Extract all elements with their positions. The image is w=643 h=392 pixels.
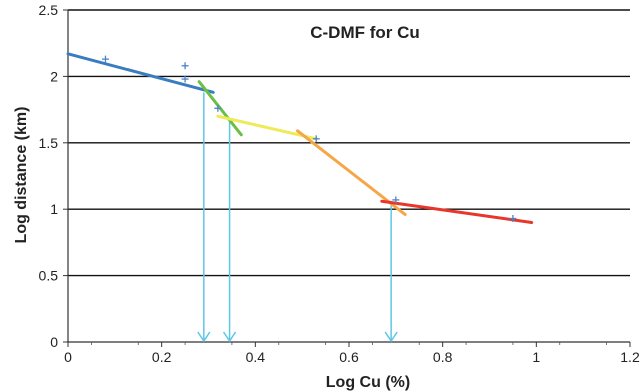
x-tick-label: 1 [532,349,540,365]
threshold-arrowhead-3 [384,331,398,343]
data-point-1 [101,55,109,63]
grid-lines [68,9,630,277]
fit-lines [66,52,534,224]
x-tick-label: 0.4 [246,349,266,365]
y-tick-label: 1 [50,201,58,217]
x-tick-label: 1.2 [620,349,640,365]
threshold-arrowhead-2 [222,331,237,343]
x-tick-label: 0.8 [433,349,453,365]
data-point-5 [312,135,320,143]
axes [63,9,631,347]
data-point-3 [181,75,189,83]
x-tick-label: 0.6 [339,349,359,365]
tick-labels: 0 0.5 1 1.5 2 2.5 0 0.2 0.4 0.6 0.8 1 1.2 [39,2,640,365]
y-tick-label: 0 [50,334,58,350]
chart-title: C-DMF for Cu [310,23,420,42]
y-tick-label: 1.5 [39,135,59,151]
threshold-arrowhead-1 [197,331,211,343]
x-tick-label: 0 [64,349,72,365]
data-points [101,55,517,222]
data-point-4 [214,104,222,112]
fit-line-1 [66,52,215,94]
data-point-6 [392,196,400,204]
y-tick-label: 2 [50,68,58,84]
y-tick-label: 0.5 [39,268,59,284]
x-axis-title: Log Cu (%) [326,374,410,391]
data-point-2 [181,62,189,70]
fit-line-3 [216,114,318,141]
threshold-arrows [197,92,398,343]
fit-line-5 [380,199,534,224]
y-tick-label: 2.5 [39,2,59,18]
data-point-7 [509,214,517,222]
y-axis-title: Log distance (km) [13,107,30,244]
x-tick-label: 0.2 [152,349,172,365]
